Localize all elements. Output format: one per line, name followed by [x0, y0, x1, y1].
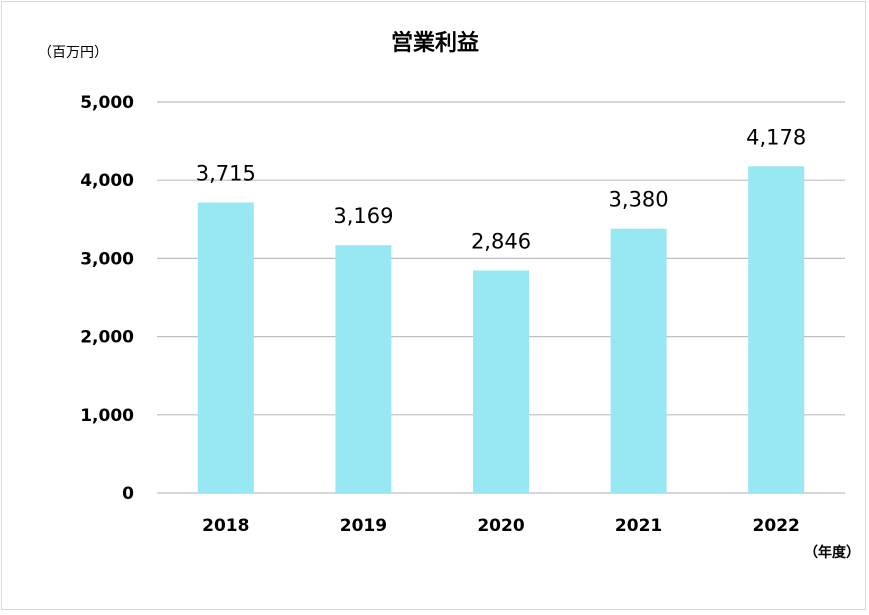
y-tick-label: 4,000 [80, 171, 134, 191]
y-tick-label: 1,000 [80, 406, 134, 426]
data-label: 3,169 [333, 204, 393, 228]
chart-title: 営業利益 [391, 30, 479, 56]
y-tick-label: 3,000 [80, 249, 134, 269]
bar [748, 166, 805, 493]
x-tick-label: 2022 [753, 516, 800, 536]
x-tick-label: 2021 [615, 516, 662, 536]
data-label: 2,846 [471, 229, 531, 253]
data-label: 3,380 [609, 188, 669, 212]
bar [335, 245, 392, 493]
y-tick-label: 2,000 [80, 328, 134, 348]
bar [610, 228, 667, 493]
y-axis-unit-label: （百万円） [38, 45, 108, 61]
bar [473, 270, 529, 493]
y-tick-label: 5,000 [80, 93, 134, 113]
x-tick-label: 2018 [202, 516, 249, 536]
x-axis-unit-label: （年度） [804, 544, 860, 561]
bar [197, 202, 254, 493]
data-label: 4,178 [746, 125, 806, 149]
x-tick-label: 2019 [340, 516, 387, 536]
data-label: 3,715 [196, 161, 256, 185]
x-tick-label: 2020 [477, 516, 524, 536]
y-tick-label: 0 [122, 484, 134, 504]
